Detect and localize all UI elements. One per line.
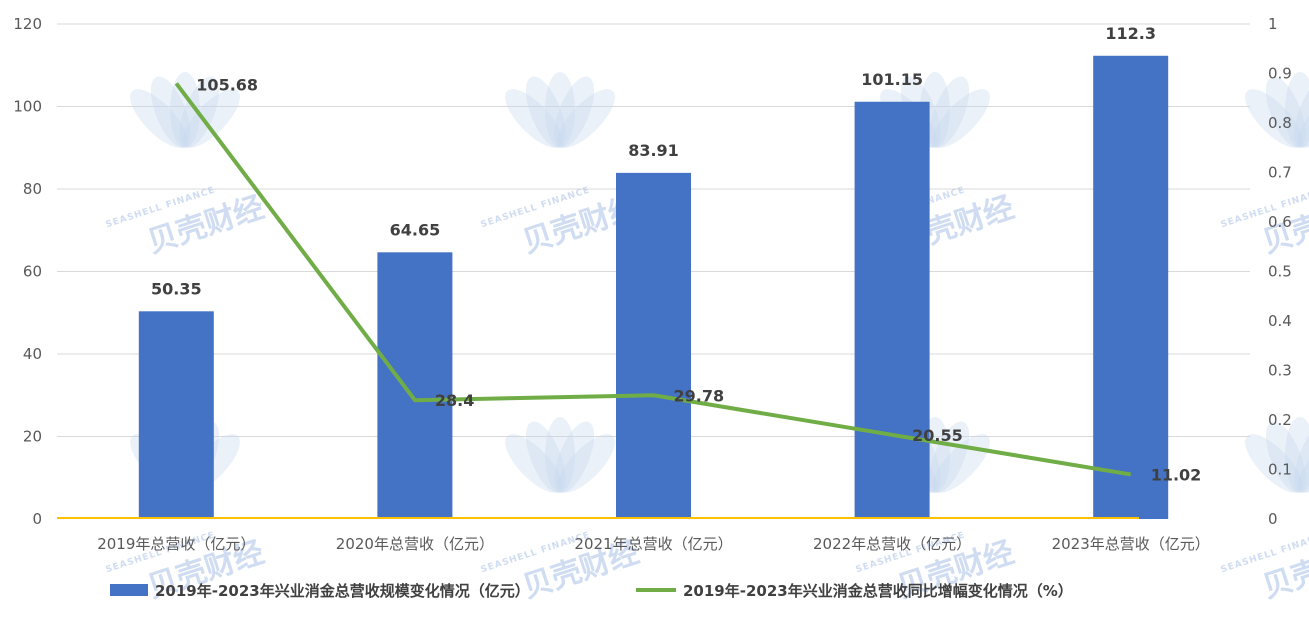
watermark-petal bbox=[1265, 76, 1306, 148]
bar bbox=[377, 252, 453, 519]
watermark-petal bbox=[554, 421, 595, 493]
watermark-petal bbox=[1285, 72, 1309, 148]
watermark-petal bbox=[505, 89, 563, 148]
right-tick-label: 0.7 bbox=[1268, 164, 1292, 182]
line-data-labels: 105.68 28.4 29.78 20.55 11.02 bbox=[196, 75, 1201, 484]
watermark-petal bbox=[182, 89, 240, 148]
right-tick-label: 0.3 bbox=[1268, 362, 1292, 380]
watermark-petal bbox=[130, 89, 188, 148]
legend-swatch-bar bbox=[110, 584, 148, 596]
bar-data-labels: 50.35 64.65 83.91 101.15 112.3 bbox=[151, 24, 1156, 299]
line-value-label: 28.4 bbox=[435, 391, 474, 410]
watermark-petal bbox=[505, 434, 563, 493]
left-tick-label: 20 bbox=[23, 428, 42, 446]
legend: 2019年-2023年兴业消金总营收规模变化情况（亿元） 2019年-2023年… bbox=[110, 582, 1073, 600]
bar-value-label: 64.65 bbox=[390, 220, 441, 239]
right-tick-label: 0.2 bbox=[1268, 411, 1292, 429]
left-tick-label: 80 bbox=[23, 180, 42, 198]
watermark-petal bbox=[932, 89, 990, 148]
left-tick-label: 100 bbox=[13, 98, 42, 116]
right-tick-label: 0.4 bbox=[1268, 312, 1292, 330]
watermark-petal bbox=[554, 76, 595, 148]
right-tick-label: 0.9 bbox=[1268, 65, 1292, 83]
watermark-petal bbox=[525, 421, 566, 493]
bar bbox=[854, 101, 930, 519]
right-tick-label: 0.1 bbox=[1268, 461, 1292, 479]
watermark-petal bbox=[545, 72, 575, 148]
line-value-label: 29.78 bbox=[674, 386, 725, 405]
right-tick-label: 0.6 bbox=[1268, 213, 1292, 231]
left-tick-label: 120 bbox=[13, 15, 42, 33]
watermark-petal bbox=[525, 76, 566, 148]
bar-series bbox=[138, 55, 1169, 519]
bar-value-label: 112.3 bbox=[1105, 24, 1156, 43]
watermark-petal bbox=[1294, 76, 1309, 148]
watermark-petal bbox=[150, 76, 191, 148]
line-value-label: 105.68 bbox=[196, 75, 258, 94]
right-tick-label: 0.5 bbox=[1268, 263, 1292, 281]
bar bbox=[138, 311, 214, 519]
watermark-petal bbox=[1245, 89, 1303, 148]
watermark-petal bbox=[170, 72, 200, 148]
right-tick-label: 0.8 bbox=[1268, 114, 1292, 132]
category-label: 2019年总营收（亿元） bbox=[97, 535, 255, 553]
line-value-label: 20.55 bbox=[912, 426, 963, 445]
watermark-text: 贝壳财经 bbox=[143, 190, 268, 260]
watermark-petal bbox=[929, 76, 970, 148]
watermark-petal bbox=[1285, 417, 1309, 493]
legend-label-bar: 2019年-2023年兴业消金总营收规模变化情况（亿元） bbox=[155, 582, 530, 600]
left-tick-label: 40 bbox=[23, 345, 42, 363]
category-label: 2020年总营收（亿元） bbox=[336, 535, 494, 553]
category-label: 2022年总营收（亿元） bbox=[813, 535, 971, 553]
watermark-petal bbox=[929, 421, 970, 493]
category-label: 2023年总营收（亿元） bbox=[1052, 535, 1210, 553]
watermark-petal bbox=[1294, 421, 1309, 493]
watermark-petal bbox=[1265, 421, 1306, 493]
right-tick-label: 0 bbox=[1268, 510, 1278, 528]
bar bbox=[1093, 55, 1169, 519]
line-value-label: 11.02 bbox=[1151, 465, 1202, 484]
right-tick-label: 1 bbox=[1268, 15, 1278, 33]
watermark-petal bbox=[557, 434, 615, 493]
category-axis-labels: 2019年总营收（亿元） 2020年总营收（亿元） 2021年总营收（亿元） 2022… bbox=[97, 535, 1210, 553]
bar-value-label: 83.91 bbox=[628, 141, 679, 160]
bar bbox=[616, 172, 691, 519]
line-series bbox=[174, 82, 1132, 477]
watermark-petal bbox=[557, 89, 615, 148]
left-tick-label: 60 bbox=[23, 263, 42, 281]
watermark-petal bbox=[545, 417, 575, 493]
growth-line bbox=[174, 82, 1132, 477]
left-tick-label: 0 bbox=[32, 510, 42, 528]
legend-label-line: 2019年-2023年兴业消金总营收同比增幅变化情况（%） bbox=[683, 582, 1073, 600]
left-axis-ticks: 0 20 40 60 80 100 120 bbox=[13, 15, 42, 528]
category-label: 2021年总营收（亿元） bbox=[574, 535, 732, 553]
right-axis-ticks: 0 0.1 0.2 0.3 0.4 0.5 0.6 0.7 0.8 0.9 1 bbox=[1268, 15, 1292, 528]
watermark-petal bbox=[1245, 434, 1303, 493]
bar-value-label: 101.15 bbox=[861, 70, 923, 89]
bar-value-label: 50.35 bbox=[151, 279, 202, 298]
